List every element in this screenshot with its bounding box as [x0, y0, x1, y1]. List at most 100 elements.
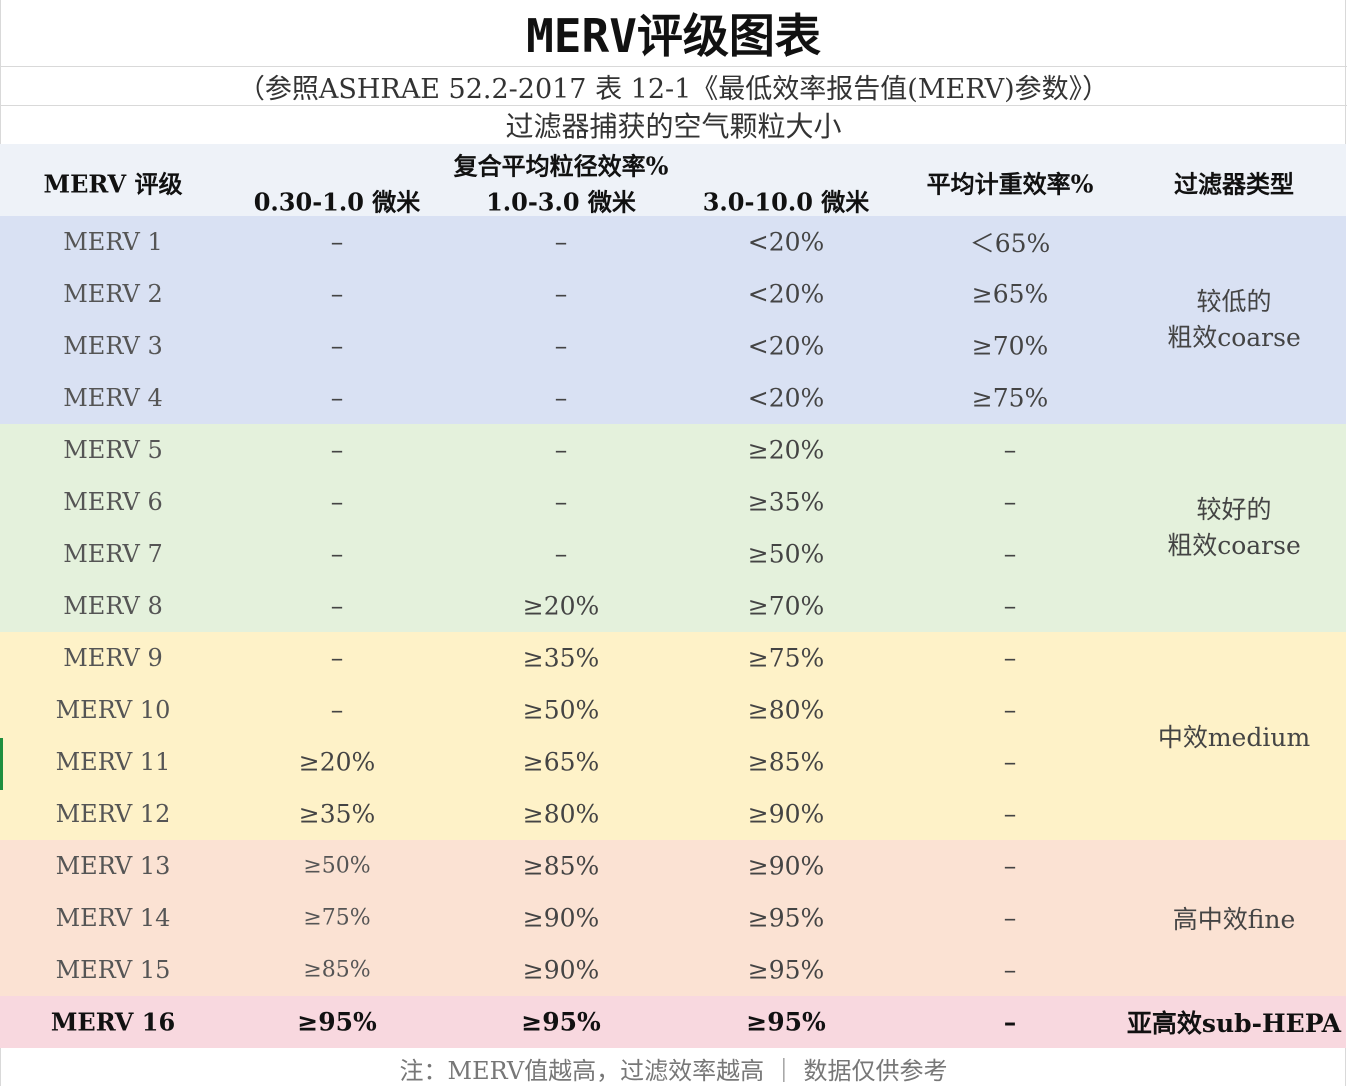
table-row: MERV 12 ≥35% ≥80% ≥90% –: [0, 788, 1346, 840]
cell-rating: MERV 4: [63, 384, 163, 412]
cell-weight: ≥70%: [971, 331, 1049, 361]
cell-c1: –: [330, 383, 344, 413]
cell-c1: ≥35%: [298, 799, 376, 829]
cell-c3: ≥50%: [747, 539, 825, 569]
cell-rating: MERV 7: [63, 540, 163, 568]
cell-c1: ≥50%: [303, 853, 371, 879]
cell-c3: ≥80%: [747, 695, 825, 725]
table-row: MERV 14 ≥75% ≥90% ≥95% –: [0, 892, 1346, 944]
cell-weight: –: [1003, 539, 1017, 569]
cell-rating: MERV 15: [55, 956, 171, 984]
cell-rating: MERV 9: [63, 644, 163, 672]
band-fine: [0, 840, 1346, 996]
table-row: MERV 10 – ≥50% ≥80% –: [0, 684, 1346, 736]
table-row: MERV 1 – – <20% ＜65%: [0, 216, 1346, 268]
cell-weight: –: [1003, 435, 1017, 465]
cell-c1: –: [330, 539, 344, 569]
band-coarse-good: [0, 424, 1346, 632]
band-coarse-low: [0, 216, 1346, 424]
filter-type-medium: 中效medium: [1157, 723, 1311, 752]
cell-c2: ≥80%: [522, 799, 600, 829]
band-medium: [0, 632, 1346, 840]
cell-c1: –: [330, 435, 344, 465]
cell-c3: <20%: [747, 227, 825, 257]
cell-c3: <20%: [747, 383, 825, 413]
cell-c1: ≥75%: [303, 905, 371, 931]
cell-c2: ≥90%: [522, 903, 600, 933]
page-subtitle: （参照ASHRAE 52.2-2017 表 12-1《最低效率报告值(MERV)…: [0, 67, 1347, 106]
header-weight: 平均计重效率%: [926, 169, 1094, 199]
table-header: MERV 评级 复合平均粒径效率% 0.30-1.0 微米 1.0-3.0 微米…: [0, 144, 1346, 217]
cell-weight: –: [1003, 643, 1017, 673]
table-row: MERV 15 ≥85% ≥90% ≥95% –: [0, 944, 1346, 996]
cell-c1: ≥20%: [298, 747, 376, 777]
cell-c1: –: [330, 591, 344, 621]
filter-type-line: 粗效coarse: [1167, 531, 1301, 560]
cell-c1: ≥85%: [303, 957, 371, 983]
cell-c3: ≥20%: [747, 435, 825, 465]
cell-rating: MERV 1: [63, 228, 163, 256]
cell-c1: –: [330, 695, 344, 725]
cell-weight: –: [1003, 903, 1017, 933]
cell-weight: –: [1003, 799, 1017, 829]
filter-type-coarse-good: 较好的 粗效coarse: [1167, 492, 1301, 564]
cell-c2: ≥85%: [522, 851, 600, 881]
cell-c2: ≥50%: [522, 695, 600, 725]
cell-weight: –: [1003, 955, 1017, 985]
cell-c3: <20%: [747, 279, 825, 309]
cell-c2: ≥65%: [522, 747, 600, 777]
page-title: MERV评级图表: [0, 0, 1347, 67]
cell-weight: ≥65%: [971, 279, 1049, 309]
cell-c2: –: [554, 227, 568, 257]
header-range-1: 0.30-1.0 微米: [253, 187, 421, 217]
cell-c1: –: [330, 227, 344, 257]
table-row: MERV 4 – – <20% ≥75%: [0, 372, 1346, 424]
cell-c3: ≥95%: [746, 1007, 826, 1037]
cell-weight: –: [1003, 1007, 1017, 1037]
cell-c2: ≥35%: [522, 643, 600, 673]
table-row: MERV 7 – – ≥50% –: [0, 528, 1346, 580]
cell-rating: MERV 16: [50, 1007, 176, 1037]
cell-c3: ≥90%: [747, 799, 825, 829]
cell-c2: –: [554, 279, 568, 309]
cell-c3: ≥95%: [747, 955, 825, 985]
cell-c2: ≥95%: [521, 1007, 601, 1037]
table-row: MERV 16 ≥95% ≥95% ≥95% –: [0, 996, 1346, 1048]
filter-type-fine: 高中效fine: [1172, 905, 1296, 934]
cell-c1: –: [330, 643, 344, 673]
cell-weight: –: [1003, 851, 1017, 881]
cell-rating: MERV 3: [63, 332, 163, 360]
cell-weight: –: [1003, 695, 1017, 725]
cell-c3: ≥75%: [747, 643, 825, 673]
cell-weight: –: [1003, 747, 1017, 777]
cell-weight: ＜65%: [969, 229, 1051, 258]
cell-weight: –: [1003, 487, 1017, 517]
band-sub-hepa: [0, 996, 1346, 1048]
table-row: MERV 11 ≥20% ≥65% ≥85% –: [0, 736, 1346, 788]
header-group-composite: 复合平均粒径效率%: [453, 151, 669, 181]
cell-c1: –: [330, 487, 344, 517]
cell-weight: ≥75%: [971, 383, 1049, 413]
table-row: MERV 8 – ≥20% ≥70% –: [0, 580, 1346, 632]
cell-c2: –: [554, 539, 568, 569]
footer-note: 注：MERV值越高，过滤效率越高 ｜ 数据仅供参考: [399, 1056, 948, 1085]
cell-rating: MERV 11: [55, 748, 171, 776]
filter-type-line: 较低的: [1196, 287, 1272, 316]
filter-type-coarse-low: 较低的 粗效coarse: [1167, 284, 1301, 356]
cell-c1: ≥95%: [297, 1007, 377, 1037]
cell-rating: MERV 6: [63, 488, 163, 516]
header-rating: MERV 评级: [43, 169, 183, 199]
cell-rating: MERV 12: [55, 800, 171, 828]
header-range-3: 3.0-10.0 微米: [702, 187, 870, 217]
cell-rating: MERV 10: [55, 696, 171, 724]
header-range-2: 1.0-3.0 微米: [486, 187, 636, 217]
table-row: MERV 3 – – <20% ≥70%: [0, 320, 1346, 372]
cell-rating: MERV 14: [55, 904, 171, 932]
filter-type-line: 粗效coarse: [1167, 323, 1301, 352]
cell-c2: –: [554, 383, 568, 413]
filter-type-sub-hepa: 亚高效sub-HEPA: [1126, 1009, 1342, 1038]
cell-c3: ≥95%: [747, 903, 825, 933]
cell-rating: MERV 13: [55, 852, 171, 880]
cell-rating: MERV 5: [63, 436, 163, 464]
cell-rating: MERV 2: [63, 280, 163, 308]
